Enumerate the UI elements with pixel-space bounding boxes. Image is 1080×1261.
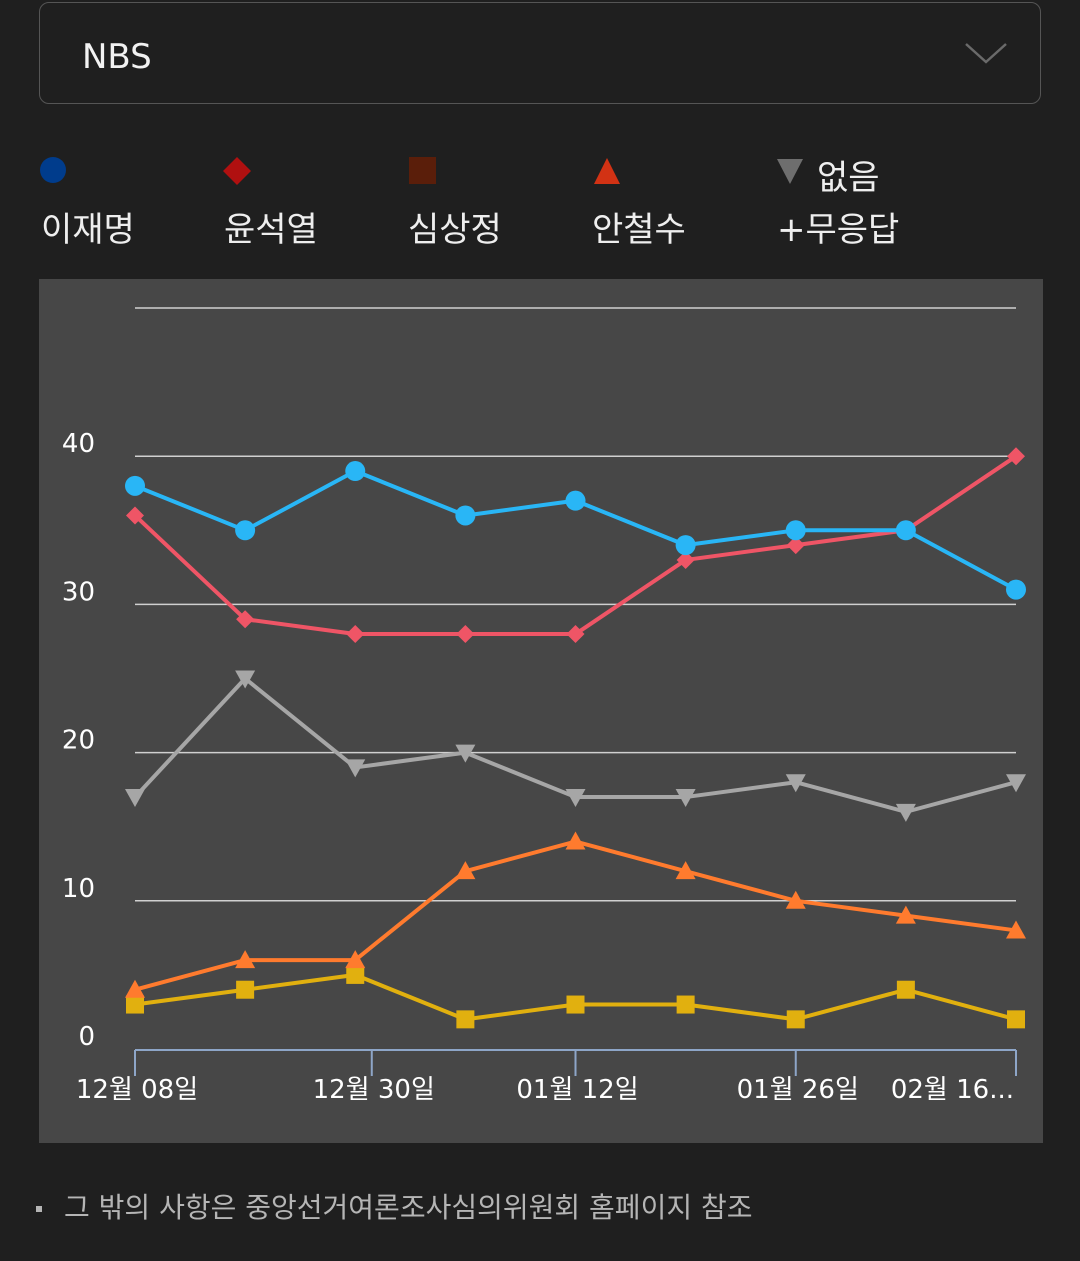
circle-point: [1006, 579, 1026, 600]
diamond-point: [566, 625, 585, 644]
legend-label: 윤석열: [224, 210, 318, 250]
footnote: 그 밖의 사항은 중앙선거여론조사심의위원회 홈페이지 참조: [36, 1186, 753, 1226]
square-point: [566, 995, 585, 1014]
legend-label: 심상정: [408, 210, 502, 250]
legend-label-line1: 없음: [817, 158, 880, 198]
pollster-select-value: NBS: [82, 37, 152, 77]
triangle-down-point: [235, 670, 256, 689]
square-point: [346, 965, 365, 984]
triangle-down-marker-icon: [777, 159, 803, 184]
bullet-icon: [36, 1206, 42, 1212]
circle-point: [565, 490, 586, 511]
chevron-down-icon: [965, 43, 1007, 64]
y-tick-label: 40: [62, 429, 95, 459]
triangle-up-point: [895, 905, 916, 924]
diamond-marker-icon: [223, 157, 251, 185]
pollster-select[interactable]: NBS: [39, 2, 1041, 104]
diamond-point: [236, 610, 255, 629]
y-tick-label: 10: [62, 874, 95, 904]
diamond-point: [1007, 447, 1025, 466]
circle-point: [125, 475, 145, 496]
x-tick-label: 01월 26일: [737, 1075, 859, 1105]
triangle-down-point: [1006, 774, 1026, 793]
plot-background: [39, 279, 1043, 1143]
legend-label: 이재명: [41, 210, 135, 250]
triangle-down-point: [675, 789, 696, 808]
triangle-up-point: [455, 861, 476, 880]
triangle-down-point: [345, 759, 366, 778]
triangle-up-point: [675, 861, 696, 880]
triangle-down-point: [125, 789, 145, 808]
square-point: [896, 980, 915, 999]
x-tick-label: 12월 30일: [313, 1075, 435, 1105]
square-marker-icon: [409, 157, 436, 184]
legend-label: 안철수: [592, 210, 686, 250]
x-tick-label: 01월 12일: [516, 1075, 638, 1105]
triangle-down-point: [455, 744, 476, 763]
circle-point: [675, 535, 696, 556]
x-tick-label: 12월 08일: [76, 1075, 198, 1105]
x-tick-label: 02월 16...: [891, 1075, 1014, 1105]
circle-point: [235, 520, 256, 541]
diamond-point: [786, 536, 805, 555]
triangle-up-point: [345, 950, 366, 969]
triangle-up-point: [235, 950, 256, 969]
circle-point: [345, 461, 366, 482]
circle-point: [455, 505, 476, 526]
footnote-text: 그 밖의 사항은 중앙선거여론조사심의위원회 홈페이지 참조: [64, 1191, 753, 1224]
circle-marker-icon: [40, 157, 66, 183]
square-point: [786, 1010, 805, 1029]
diamond-point: [676, 550, 695, 569]
square-point: [126, 995, 144, 1014]
triangle-down-point: [565, 789, 586, 808]
triangle-up-marker-icon: [594, 158, 620, 184]
triangle-down-point: [895, 803, 916, 822]
triangle-up-point: [785, 890, 806, 909]
chart-svg: 0 10 20 30 40 12월 08일 12월 30일 01월 12일 01월 26일 02월…: [39, 279, 1043, 1143]
square-point: [456, 1010, 475, 1029]
y-tick-label: 20: [62, 726, 95, 756]
circle-point: [785, 520, 806, 541]
circle-point: [895, 520, 916, 541]
triangle-up-point: [1006, 920, 1026, 939]
triangle-up-point: [125, 979, 145, 998]
legend-label-line2: +무응답: [777, 210, 900, 250]
triangle-up-point: [565, 831, 586, 850]
y-tick-label: 30: [62, 577, 95, 607]
square-point: [676, 995, 695, 1014]
poll-line-chart: 0 10 20 30 40 12월 08일 12월 30일 01월 12일 01월 26일 02월…: [39, 279, 1043, 1143]
diamond-point: [346, 625, 365, 644]
diamond-point: [126, 506, 144, 525]
triangle-down-point: [785, 774, 806, 793]
diamond-point: [456, 625, 475, 644]
square-point: [1007, 1010, 1025, 1029]
square-point: [236, 980, 255, 999]
y-tick-label: 0: [78, 1022, 95, 1052]
chart-legend: 이재명 윤석열 심상정 안철수 없음 +무응답: [0, 148, 1080, 258]
